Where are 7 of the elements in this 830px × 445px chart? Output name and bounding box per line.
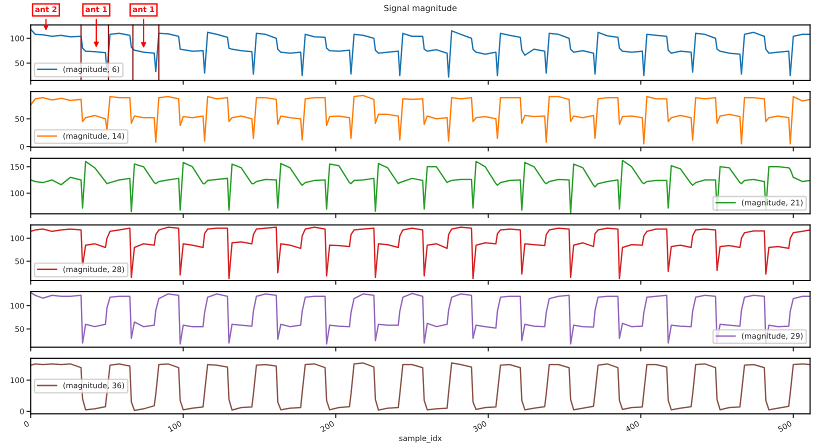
line-series [30, 94, 810, 145]
line-series [30, 28, 810, 78]
line-series [30, 226, 810, 280]
chart-title: Signal magnitude [384, 4, 457, 13]
line-series [30, 292, 810, 345]
line-series [30, 362, 810, 412]
line-series [30, 160, 810, 214]
